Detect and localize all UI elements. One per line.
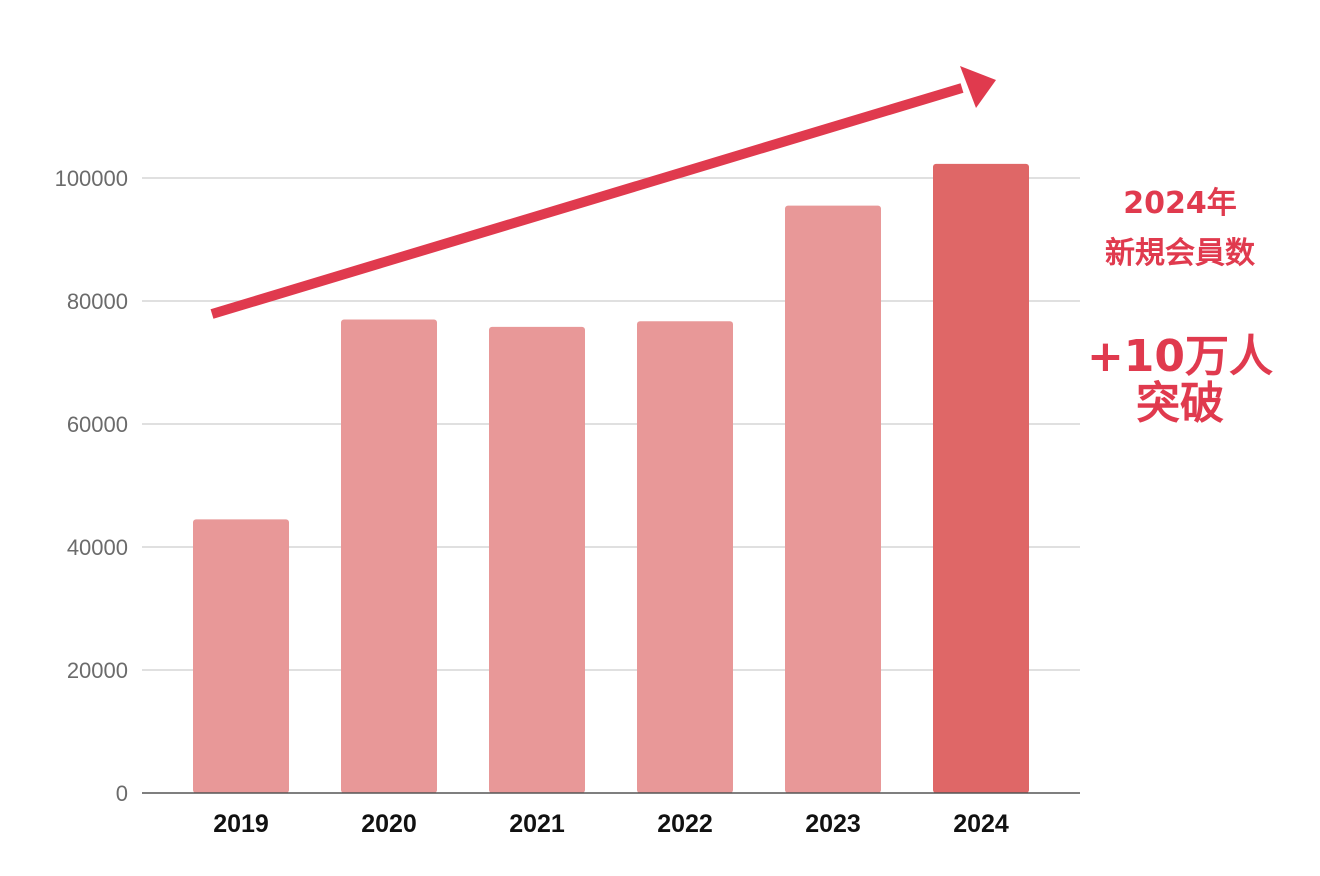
y-tick-label: 80000 [67, 289, 128, 314]
y-tick-label: 0 [116, 781, 128, 806]
callout-year: 2024年 [1123, 186, 1237, 221]
y-tick-label: 100000 [55, 166, 128, 191]
bar-2022 [637, 321, 733, 793]
y-tick-label: 60000 [67, 412, 128, 437]
callout-subtitle: 新規会員数 [1105, 236, 1255, 271]
bar-2020 [341, 319, 437, 793]
trend-arrow-head [960, 66, 996, 108]
trend-arrow [210, 66, 996, 319]
grid-lines [142, 177, 1080, 671]
y-tick-label: 20000 [67, 658, 128, 683]
bar-2021 [489, 326, 585, 793]
bar-2019 [193, 519, 289, 793]
x-category-label: 2024 [953, 810, 1009, 838]
x-category-label: 2019 [213, 810, 269, 838]
y-tick-label: 40000 [67, 535, 128, 560]
y-axis-tick-labels: 0 20000 40000 60000 80000 100000 [55, 166, 128, 806]
trend-arrow-shaft [210, 83, 964, 319]
callout-headline: +10万人 [1086, 331, 1274, 382]
x-category-label: 2020 [361, 810, 417, 838]
x-axis-category-labels: 2019 2020 2021 2022 2023 2024 [213, 810, 1009, 838]
bars [193, 163, 1029, 794]
bar-2024 [933, 163, 1029, 794]
bar-2023 [785, 205, 881, 794]
x-category-label: 2022 [657, 810, 713, 838]
x-category-label: 2021 [509, 810, 565, 838]
callout-headline-2: 突破 [1136, 378, 1224, 429]
x-category-label: 2023 [805, 810, 861, 838]
